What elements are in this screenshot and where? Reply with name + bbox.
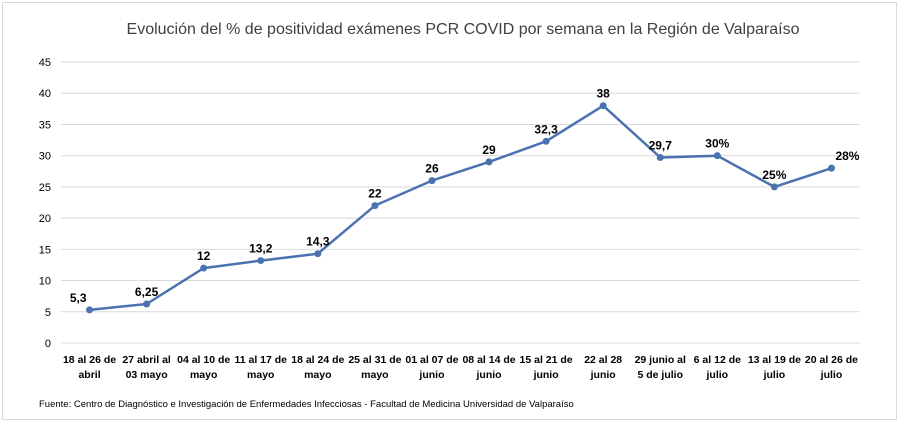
data-point (770, 183, 778, 191)
data-point (257, 257, 265, 265)
data-point (371, 202, 379, 210)
x-tick-label: 18 al 26 de abril (63, 354, 116, 381)
data-label: 30% (705, 137, 729, 151)
x-tick-label: 13 al 19 de julio (748, 354, 801, 381)
data-point (827, 164, 835, 172)
data-label: 12 (197, 249, 211, 263)
data-point (656, 154, 664, 162)
x-tick-label: 15 al 21 de junio (520, 354, 573, 381)
x-tick-label: 6 al 12 de julio (694, 354, 741, 381)
data-label: 26 (425, 162, 439, 176)
y-tick-label: 0 (45, 338, 51, 350)
data-label: 25% (762, 168, 786, 182)
y-tick-label: 30 (39, 151, 51, 163)
data-point (713, 152, 721, 160)
data-label: 29,7 (649, 139, 673, 153)
data-labels: 5,3 6,25 12 13,2 14,3 22 26 29 32,3 38 29,7 30% 25% 2… (70, 87, 860, 305)
data-label: 6,25 (135, 285, 159, 299)
x-tick-label: 25 al 31 de mayo (348, 354, 401, 381)
data-point (542, 137, 550, 145)
y-axis-ticks: 0 5 10 15 20 25 30 35 40 45 (39, 57, 51, 350)
x-tick-label: 11 al 17 de mayo (234, 354, 287, 381)
x-tick-label: 20 al 26 de julio (805, 354, 858, 381)
x-tick-label: 29 junio al 5 de julio (635, 354, 686, 381)
data-point (599, 102, 607, 110)
source-note: Fuente: Centro de Diagnóstico e Investig… (39, 399, 574, 410)
gridlines (61, 61, 860, 344)
data-label: 32,3 (534, 122, 558, 136)
chart-frame: Evolución del % de positividad exámenes … (2, 2, 897, 420)
x-tick-label: 01 al 07 de junio (405, 354, 458, 381)
y-tick-label: 10 (39, 276, 51, 288)
y-tick-label: 45 (39, 57, 51, 69)
y-tick-label: 40 (39, 88, 51, 100)
series-line (86, 102, 835, 314)
y-tick-label: 15 (39, 244, 51, 256)
x-tick-label: 08 al 14 de junio (462, 354, 515, 381)
data-point (485, 158, 493, 166)
data-point (314, 250, 322, 258)
line-chart: Evolución del % de positividad exámenes … (39, 21, 860, 410)
data-point (143, 300, 151, 308)
series-line-path (89, 104, 832, 312)
x-tick-label: 04 al 10 de mayo (177, 354, 230, 381)
data-label: 28% (835, 149, 859, 163)
data-label: 14,3 (306, 235, 330, 249)
x-tick-label: 22 al 28 junio (584, 354, 622, 381)
data-point (200, 264, 208, 272)
data-label: 38 (596, 87, 610, 101)
data-point (428, 177, 436, 185)
x-tick-label: 27 abril al 03 mayo (122, 354, 171, 381)
chart-title: Evolución del % de positividad exámenes … (127, 21, 800, 38)
data-point (86, 306, 94, 314)
data-label: 13,2 (249, 242, 273, 256)
y-tick-label: 35 (39, 119, 51, 131)
x-tick-label: 18 al 24 de mayo (291, 354, 344, 381)
y-tick-label: 5 (45, 307, 51, 319)
data-label: 5,3 (70, 291, 87, 305)
y-tick-label: 25 (39, 182, 51, 194)
data-label: 29 (482, 143, 496, 157)
y-tick-label: 20 (39, 213, 51, 225)
data-label: 22 (368, 187, 382, 201)
